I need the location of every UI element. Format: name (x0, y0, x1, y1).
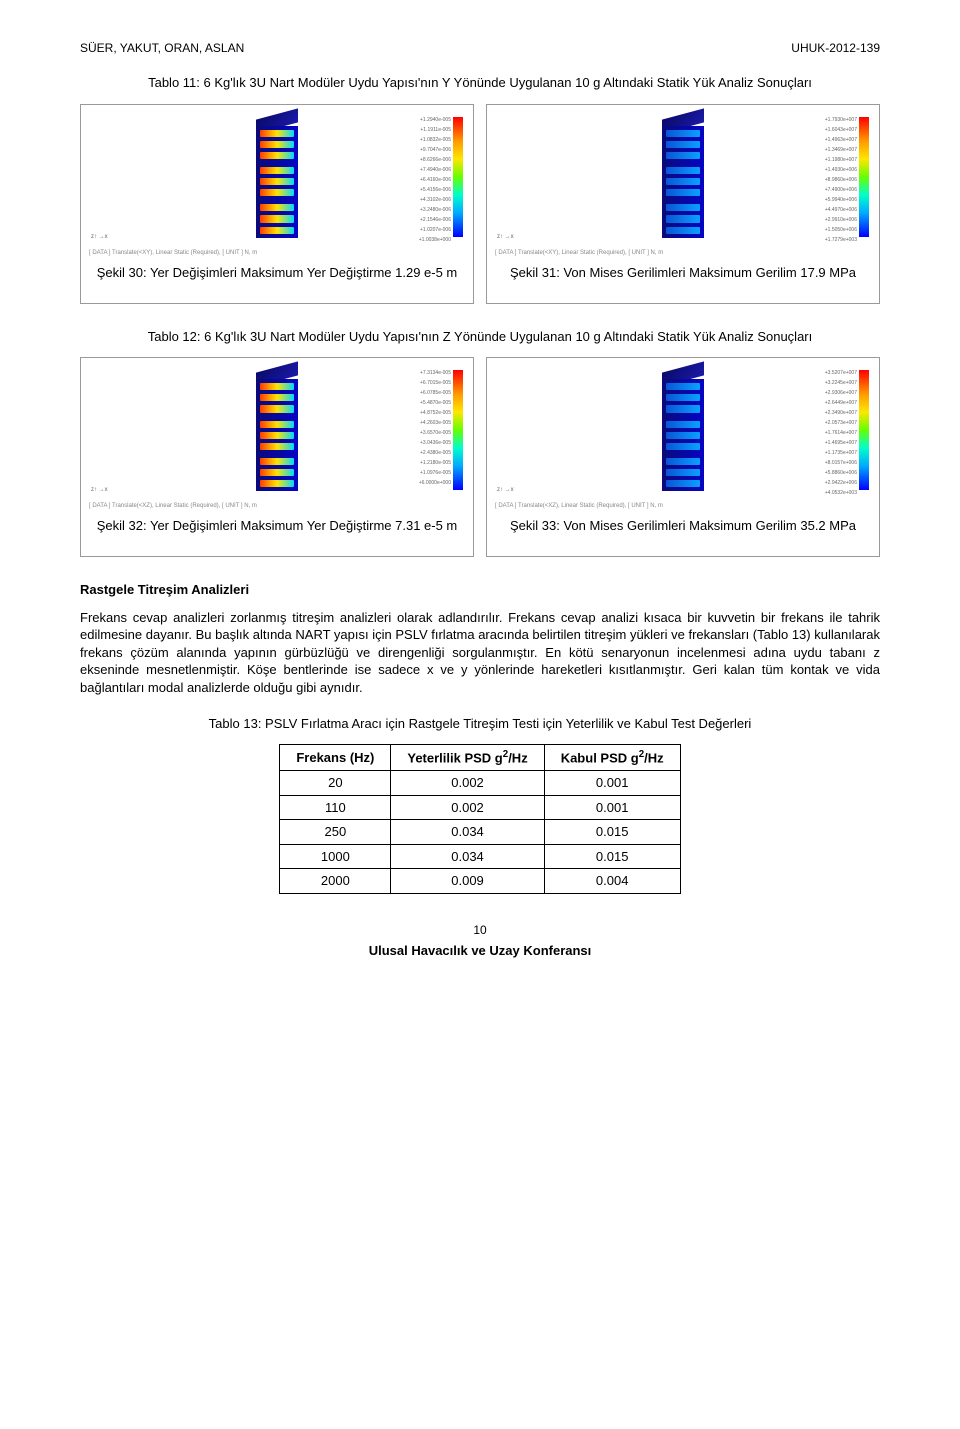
legend-ticks: +3.5207e+007+3.2245e+007+2.9306e+007+2.6… (825, 368, 857, 498)
coord-axis-icon: z↑ →x (91, 486, 108, 494)
fig33-meta: [ DATA ] Translate(<XZ), Linear Static (… (491, 500, 667, 512)
cubesat-model-icon (662, 118, 704, 238)
table12-title: Tablo 12: 6 Kg'lık 3U Nart Modüler Uydu … (80, 328, 880, 346)
table-row: 10000.0340.015 (280, 844, 680, 869)
table-cell: 20 (280, 770, 391, 795)
section-paragraph: Frekans cevap analizleri zorlanmış titre… (80, 609, 880, 697)
fig30-box: +1.2940e-005+1.1911e-005+1.0832e-005+9.7… (80, 104, 474, 304)
fig32-meta: [ DATA ] Translate(<XZ), Linear Static (… (85, 500, 261, 512)
fig33-box: +3.5207e+007+3.2245e+007+2.9306e+007+2.6… (486, 357, 880, 557)
table13-title: Tablo 13: PSLV Fırlatma Aracı için Rastg… (80, 715, 880, 733)
table-header: Yeterlilik PSD g2/Hz (391, 745, 544, 771)
table-cell: 0.002 (391, 795, 544, 820)
table12-figures: +7.3134e-005+6.7015e-005+6.0785e-005+5.4… (80, 357, 880, 557)
fig30-visual: +1.2940e-005+1.1911e-005+1.0832e-005+9.7… (85, 109, 469, 247)
table11-title: Tablo 11: 6 Kg'lık 3U Nart Modüler Uydu … (80, 74, 880, 92)
fig31-box: +1.7930e+007+1.6043e+007+1.4963e+007+1.3… (486, 104, 880, 304)
page-number: 10 (80, 922, 880, 938)
fig32-caption: Şekil 32: Yer Değişimleri Maksimum Yer D… (97, 518, 458, 552)
header-paper-id: UHUK-2012-139 (791, 40, 880, 56)
table-row: 20000.0090.004 (280, 869, 680, 894)
fig31-meta: [ DATA ] Translate(<XY), Linear Static (… (491, 247, 667, 259)
table-cell: 0.009 (391, 869, 544, 894)
legend-ticks: +7.3134e-005+6.7015e-005+6.0785e-005+5.4… (419, 368, 451, 488)
coord-axis-icon: z↑ →x (497, 486, 514, 494)
fig30-meta: [ DATA ] Translate(<XY), Linear Static (… (85, 247, 261, 259)
cubesat-model-icon (662, 371, 704, 491)
table-cell: 2000 (280, 869, 391, 894)
table-cell: 0.001 (544, 770, 680, 795)
cubesat-model-icon (256, 371, 298, 491)
table11-figures: +1.2940e-005+1.1911e-005+1.0832e-005+9.7… (80, 104, 880, 304)
fig31-caption: Şekil 31: Von Mises Gerilimleri Maksimum… (510, 265, 856, 299)
table-cell: 0.001 (544, 795, 680, 820)
fig33-caption: Şekil 33: Von Mises Gerilimleri Maksimum… (510, 518, 856, 552)
footer-conference: Ulusal Havacılık ve Uzay Konferansı (80, 942, 880, 960)
header-authors: SÜER, YAKUT, ORAN, ASLAN (80, 40, 244, 56)
section-heading: Rastgele Titreşim Analizleri (80, 581, 880, 599)
table-header: Frekans (Hz) (280, 745, 391, 771)
coord-axis-icon: z↑ →x (91, 233, 108, 241)
table-row: 2500.0340.015 (280, 820, 680, 845)
table-header: Kabul PSD g2/Hz (544, 745, 680, 771)
cubesat-model-icon (256, 118, 298, 238)
table-cell: 0.034 (391, 820, 544, 845)
legend-ticks: +1.7930e+007+1.6043e+007+1.4963e+007+1.3… (825, 115, 857, 245)
colorbar-icon (859, 370, 869, 490)
table-cell: 0.034 (391, 844, 544, 869)
table-cell: 110 (280, 795, 391, 820)
table-cell: 0.002 (391, 770, 544, 795)
table-row: 1100.0020.001 (280, 795, 680, 820)
table-cell: 250 (280, 820, 391, 845)
fig31-visual: +1.7930e+007+1.6043e+007+1.4963e+007+1.3… (491, 109, 875, 247)
table-cell: 0.015 (544, 844, 680, 869)
fig33-visual: +3.5207e+007+3.2245e+007+2.9306e+007+2.6… (491, 362, 875, 500)
table13: Frekans (Hz)Yeterlilik PSD g2/HzKabul PS… (279, 744, 680, 894)
legend-ticks: +1.2940e-005+1.1911e-005+1.0832e-005+9.7… (419, 115, 451, 245)
fig32-box: +7.3134e-005+6.7015e-005+6.0785e-005+5.4… (80, 357, 474, 557)
fig30-caption: Şekil 30: Yer Değişimleri Maksimum Yer D… (97, 265, 458, 299)
table-cell: 1000 (280, 844, 391, 869)
table-cell: 0.015 (544, 820, 680, 845)
colorbar-icon (453, 370, 463, 490)
colorbar-icon (453, 117, 463, 237)
table-cell: 0.004 (544, 869, 680, 894)
coord-axis-icon: z↑ →x (497, 233, 514, 241)
colorbar-icon (859, 117, 869, 237)
table-row: 200.0020.001 (280, 770, 680, 795)
fig32-visual: +7.3134e-005+6.7015e-005+6.0785e-005+5.4… (85, 362, 469, 500)
